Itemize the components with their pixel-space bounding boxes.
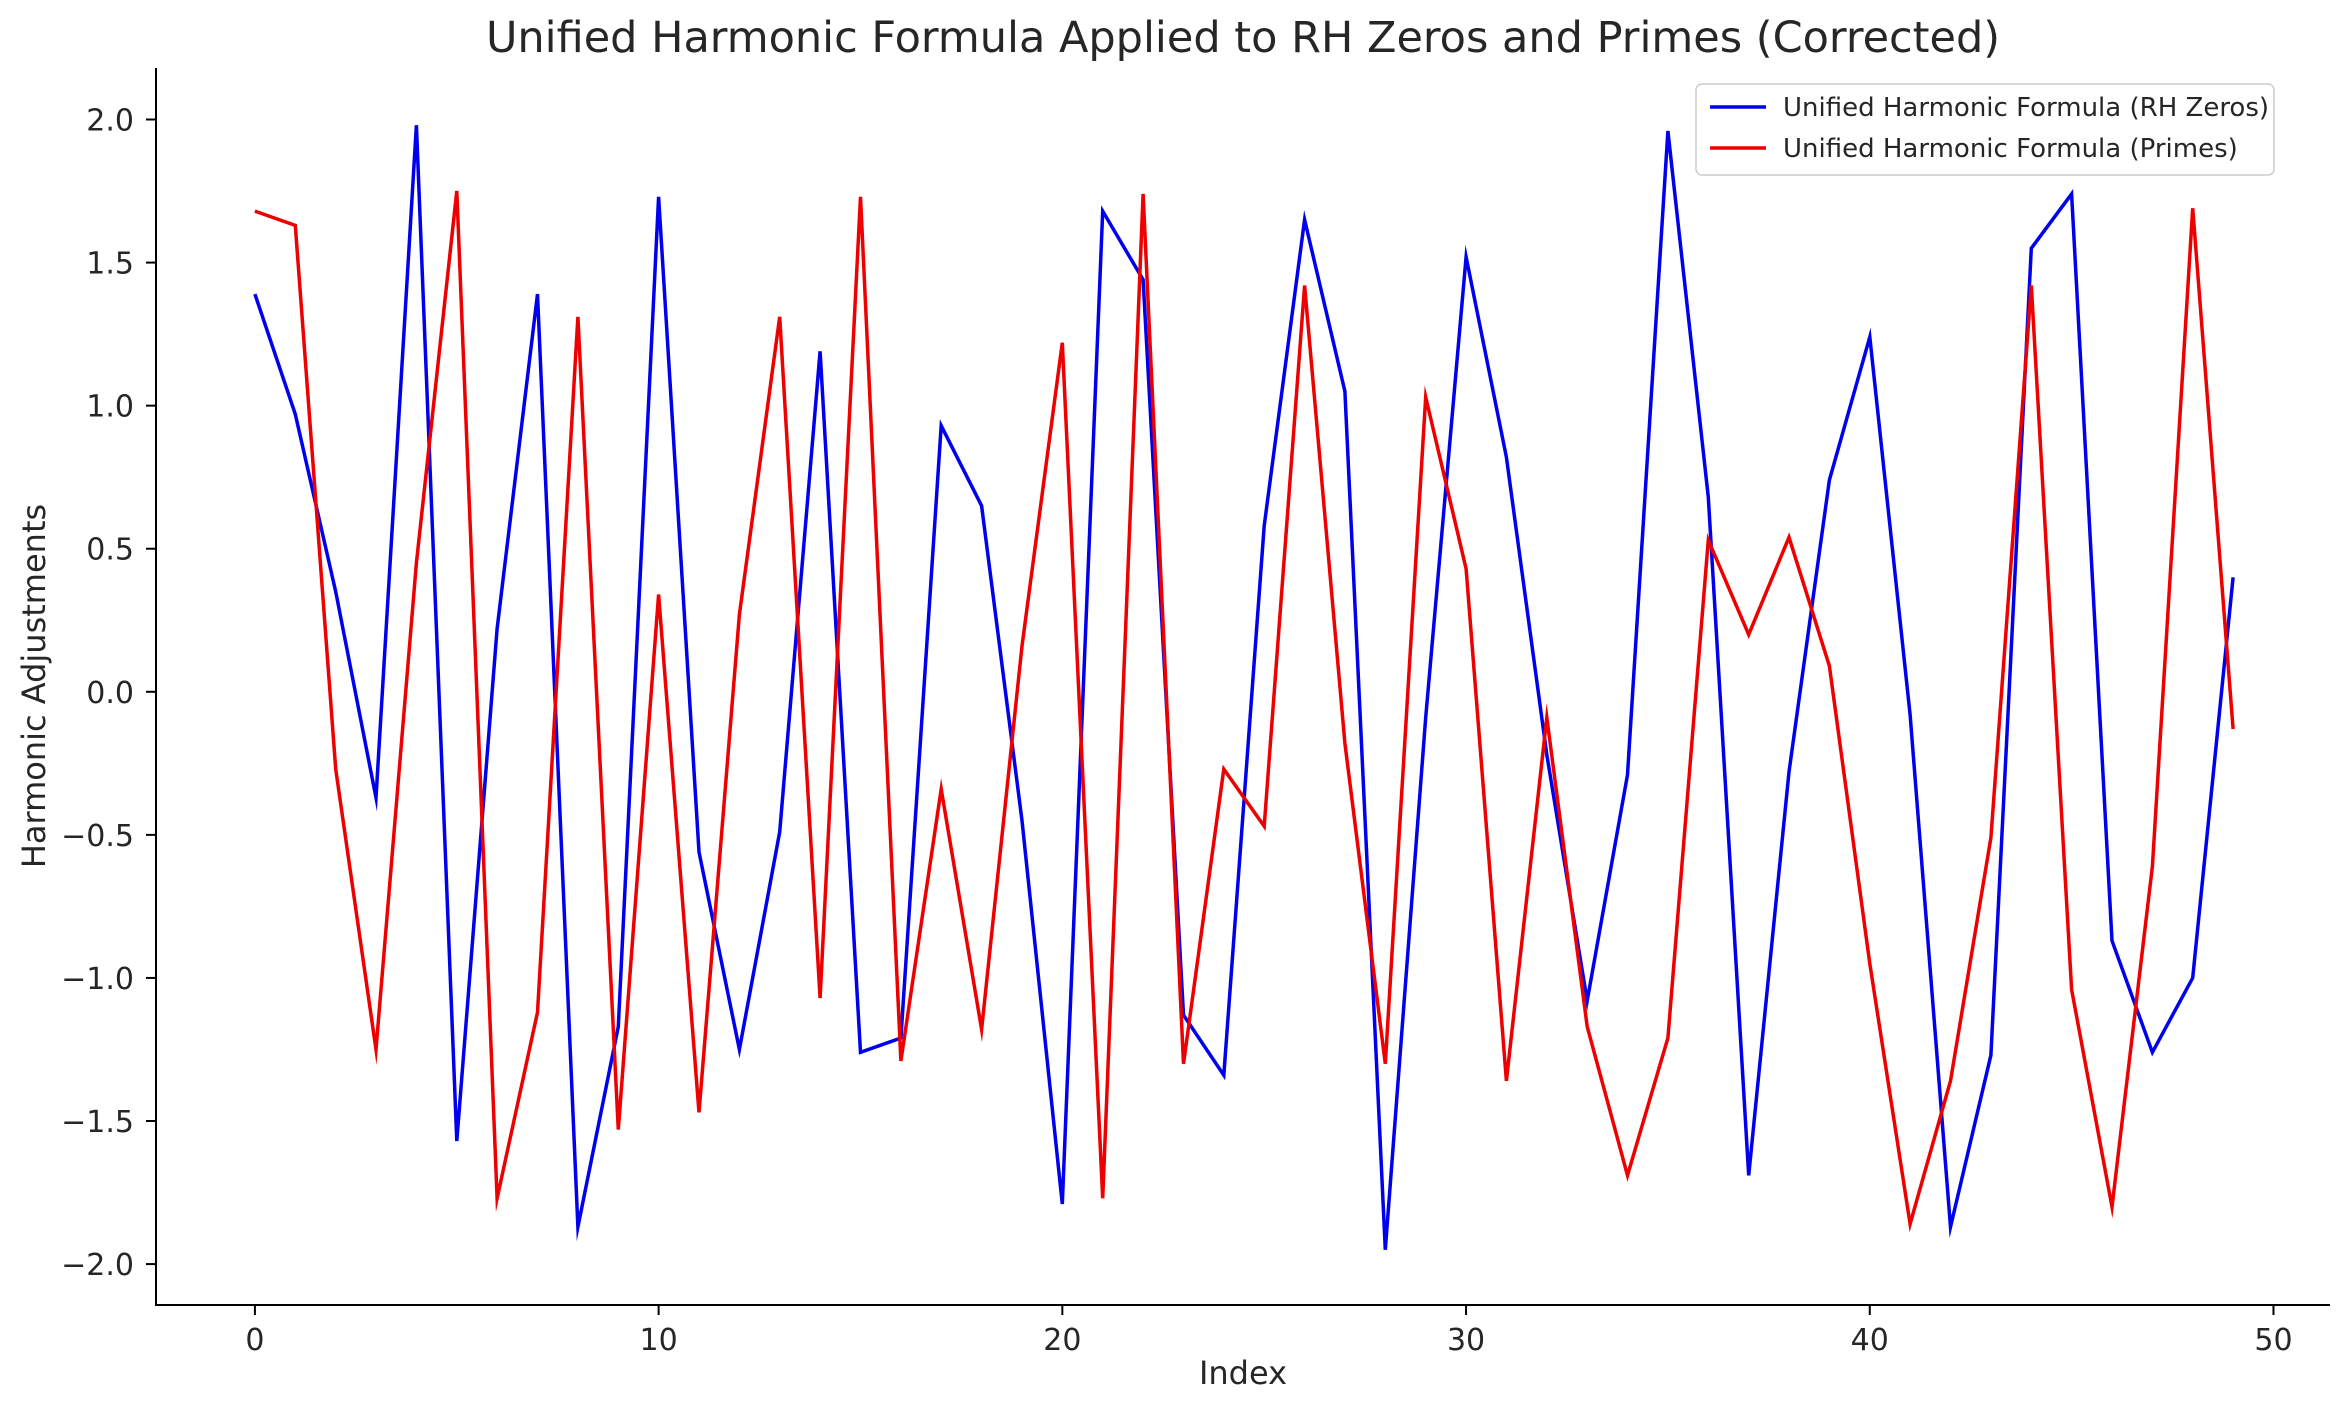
x-tick-label: 10: [640, 1323, 678, 1358]
x-tick-label: 0: [245, 1323, 264, 1358]
y-tick-label: 1.5: [86, 247, 134, 282]
x-tick-label: 30: [1447, 1323, 1485, 1358]
chart-title: Unified Harmonic Formula Applied to RH Z…: [486, 13, 2000, 63]
series-line-primes: [254, 190, 2235, 1233]
legend-label-rh-zeros: Unified Harmonic Formula (RH Zeros): [1783, 93, 2269, 123]
x-ticks: 0 10 20 30 40 50: [245, 1305, 2293, 1358]
y-tick-label: −1.0: [61, 962, 134, 997]
x-tick-label: 50: [2254, 1323, 2292, 1358]
legend-label-primes: Unified Harmonic Formula (Primes): [1783, 134, 2238, 164]
x-axis-label: Index: [1199, 1354, 1287, 1392]
legend: Unified Harmonic Formula (RH Zeros) Unif…: [1695, 83, 2275, 176]
y-axis-label: Harmonic Adjustments: [15, 504, 53, 868]
x-tick-label: 20: [1043, 1323, 1081, 1358]
x-tick-label: 40: [1851, 1323, 1889, 1358]
series-line-rh-zeros: [253, 125, 2235, 1250]
y-tick-label: −1.5: [61, 1105, 134, 1140]
y-tick-label: 1.0: [86, 390, 134, 425]
y-tick-label: 2.0: [86, 104, 134, 139]
y-tick-label: −2.0: [61, 1248, 134, 1283]
legend-box: [1695, 83, 2275, 176]
y-tick-label: 0.5: [86, 533, 134, 568]
y-tick-label: −0.5: [61, 819, 134, 854]
y-ticks: 2.0 1.5 1.0 0.5 0.0 −0.5 −1.0 −1.5 −2.0: [61, 104, 156, 1283]
y-tick-label: 0.0: [86, 676, 134, 711]
series-layer: [253, 125, 2235, 1250]
